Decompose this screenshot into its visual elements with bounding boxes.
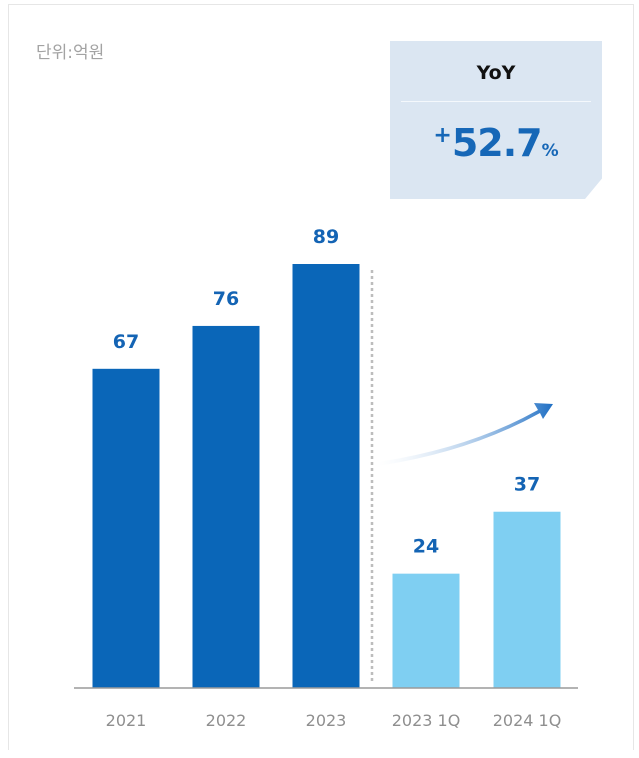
bar-2022 bbox=[192, 325, 260, 688]
x-tick-label: 2021 bbox=[106, 711, 147, 730]
bar-value-label: 67 bbox=[113, 331, 139, 353]
yoy-number: 52.7 bbox=[451, 121, 543, 165]
yoy-percent: % bbox=[541, 141, 559, 161]
bar-value-label: 24 bbox=[413, 536, 439, 558]
yoy-title: YoY bbox=[476, 62, 516, 84]
bar-2024-1q bbox=[493, 511, 561, 688]
bar-2023-1q bbox=[392, 573, 460, 688]
yoy-divider bbox=[401, 101, 591, 102]
yoy-callout: YoY +52.7% bbox=[390, 41, 602, 199]
bar-value-label: 76 bbox=[213, 288, 239, 310]
x-tick-label: 2023 bbox=[306, 711, 347, 730]
bar-value-label: 89 bbox=[313, 226, 339, 248]
bar-value-label: 37 bbox=[514, 474, 540, 496]
bar-2021 bbox=[92, 368, 160, 688]
yoy-value: +52.7% bbox=[390, 121, 602, 165]
x-tick-label: 2023 1Q bbox=[392, 711, 461, 730]
chart-frame bbox=[8, 4, 634, 750]
yoy-sign: + bbox=[433, 123, 452, 148]
bar-2023 bbox=[292, 264, 360, 688]
unit-label: 단위:억원 bbox=[36, 43, 105, 63]
growth-arrow bbox=[378, 403, 553, 466]
x-tick-label: 2024 1Q bbox=[493, 711, 562, 730]
x-tick-label: 2022 bbox=[206, 711, 247, 730]
